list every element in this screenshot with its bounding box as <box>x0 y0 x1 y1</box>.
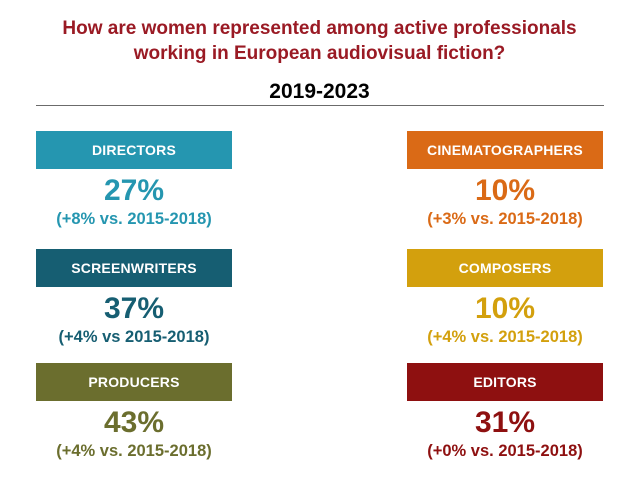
role-change-composers: (+4% vs. 2015-2018) <box>427 328 583 346</box>
role-change-screenwriters: (+4% vs 2015-2018) <box>58 328 210 346</box>
role-percent-directors: 27% <box>103 174 165 207</box>
role-change-editors: (+0% vs. 2015-2018) <box>427 442 583 460</box>
role-card-editors: EDITORS 31% (+0% vs. 2015-2018) <box>407 363 603 461</box>
role-label-cinematographers: CINEMATOGRAPHERS <box>407 131 603 169</box>
role-percent-producers: 43% <box>103 406 165 439</box>
role-card-composers: COMPOSERS 10% (+4% vs. 2015-2018) <box>407 249 603 347</box>
role-change-cinematographers: (+3% vs. 2015-2018) <box>427 210 583 228</box>
role-percent-editors: 31% <box>474 406 536 439</box>
role-card-screenwriters: SCREENWRITERS 37% (+4% vs 2015-2018) <box>36 249 232 347</box>
title-line-1: How are women represented among active p… <box>62 18 577 39</box>
role-label-directors: DIRECTORS <box>36 131 232 169</box>
role-label-producers: PRODUCERS <box>36 363 232 401</box>
divider <box>36 105 604 106</box>
role-label-editors: EDITORS <box>407 363 603 401</box>
role-label-composers: COMPOSERS <box>407 249 603 287</box>
role-percent-composers: 10% <box>474 292 536 325</box>
role-percent-cinematographers: 10% <box>474 174 536 207</box>
title-line-2: working in European audiovisual fiction? <box>133 43 506 64</box>
role-percent-screenwriters: 37% <box>103 292 165 325</box>
role-change-producers: (+4% vs. 2015-2018) <box>56 442 212 460</box>
role-card-producers: PRODUCERS 43% (+4% vs. 2015-2018) <box>36 363 232 461</box>
period-subtitle: 2019-2023 <box>269 80 370 103</box>
role-change-directors: (+8% vs. 2015-2018) <box>56 210 212 228</box>
page-title: How are women represented among active p… <box>0 16 639 66</box>
role-label-screenwriters: SCREENWRITERS <box>36 249 232 287</box>
role-card-directors: DIRECTORS 27% (+8% vs. 2015-2018) <box>36 131 232 229</box>
role-card-cinematographers: CINEMATOGRAPHERS 10% (+3% vs. 2015-2018) <box>407 131 603 229</box>
